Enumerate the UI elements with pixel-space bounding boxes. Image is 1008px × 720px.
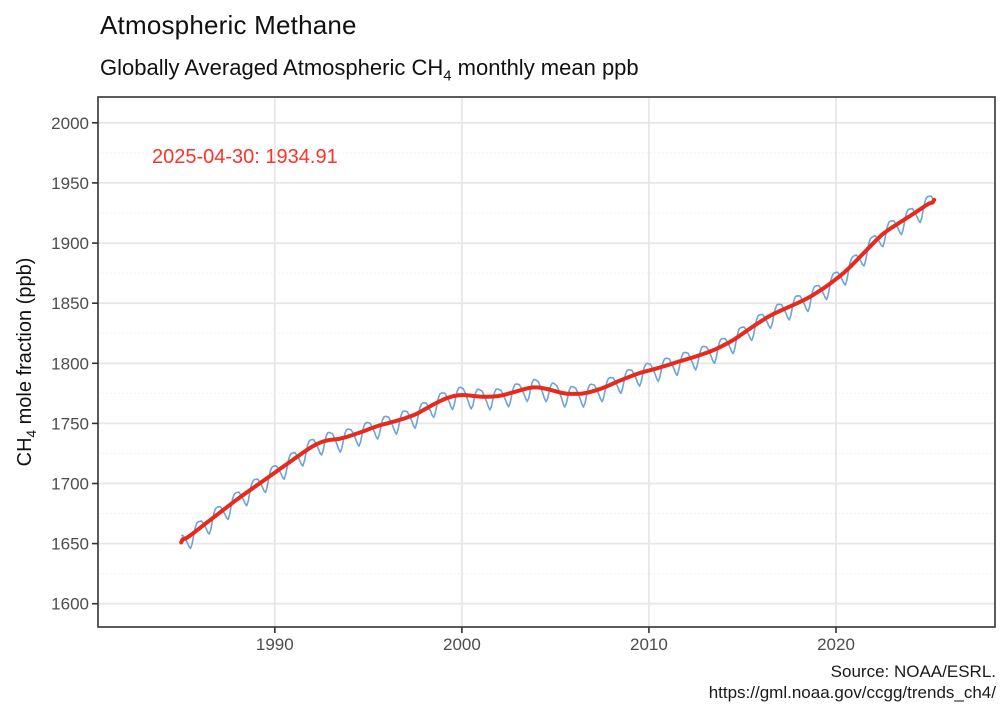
monthly-series-path [181, 195, 935, 550]
trend-series-path [179, 197, 937, 545]
x-tick-label: 2000 [443, 635, 481, 654]
y-tick-label: 1950 [51, 174, 89, 193]
subtitle-subscript: 4 [443, 67, 452, 85]
y-tick-label: 2000 [51, 114, 89, 133]
x-tick-label: 1990 [256, 635, 294, 654]
panel-border [97, 96, 996, 628]
subtitle-prefix: Globally Averaged Atmospheric CH [100, 55, 444, 80]
page-subtitle: Globally Averaged Atmospheric CH4 monthl… [100, 55, 639, 84]
chart-caption: Source: NOAA/ESRL. https://gml.noaa.gov/… [709, 661, 996, 703]
latest-value-annotation: 2025-04-30: 1934.91 [152, 146, 338, 168]
caption-source: Source: NOAA/ESRL. [830, 662, 996, 681]
subtitle-suffix: monthly mean ppb [451, 55, 639, 80]
y-tick-label: 1850 [51, 294, 89, 313]
y-tick-label: 1900 [51, 234, 89, 253]
y-tick-label: 1700 [51, 474, 89, 493]
x-tick-label: 2010 [630, 635, 668, 654]
y-axis-title: CH4 mole fraction (ppb) [14, 257, 39, 467]
page-title: Atmospheric Methane [100, 10, 357, 40]
y-tick-label: 1600 [51, 595, 89, 614]
y-tick-label: 1800 [51, 354, 89, 373]
caption-url: https://gml.noaa.gov/ccgg/trends_ch4/ [708, 683, 996, 702]
x-tick-label: 2020 [817, 635, 855, 654]
y-tick-label: 1650 [51, 535, 89, 554]
y-tick-label: 1750 [51, 414, 89, 433]
